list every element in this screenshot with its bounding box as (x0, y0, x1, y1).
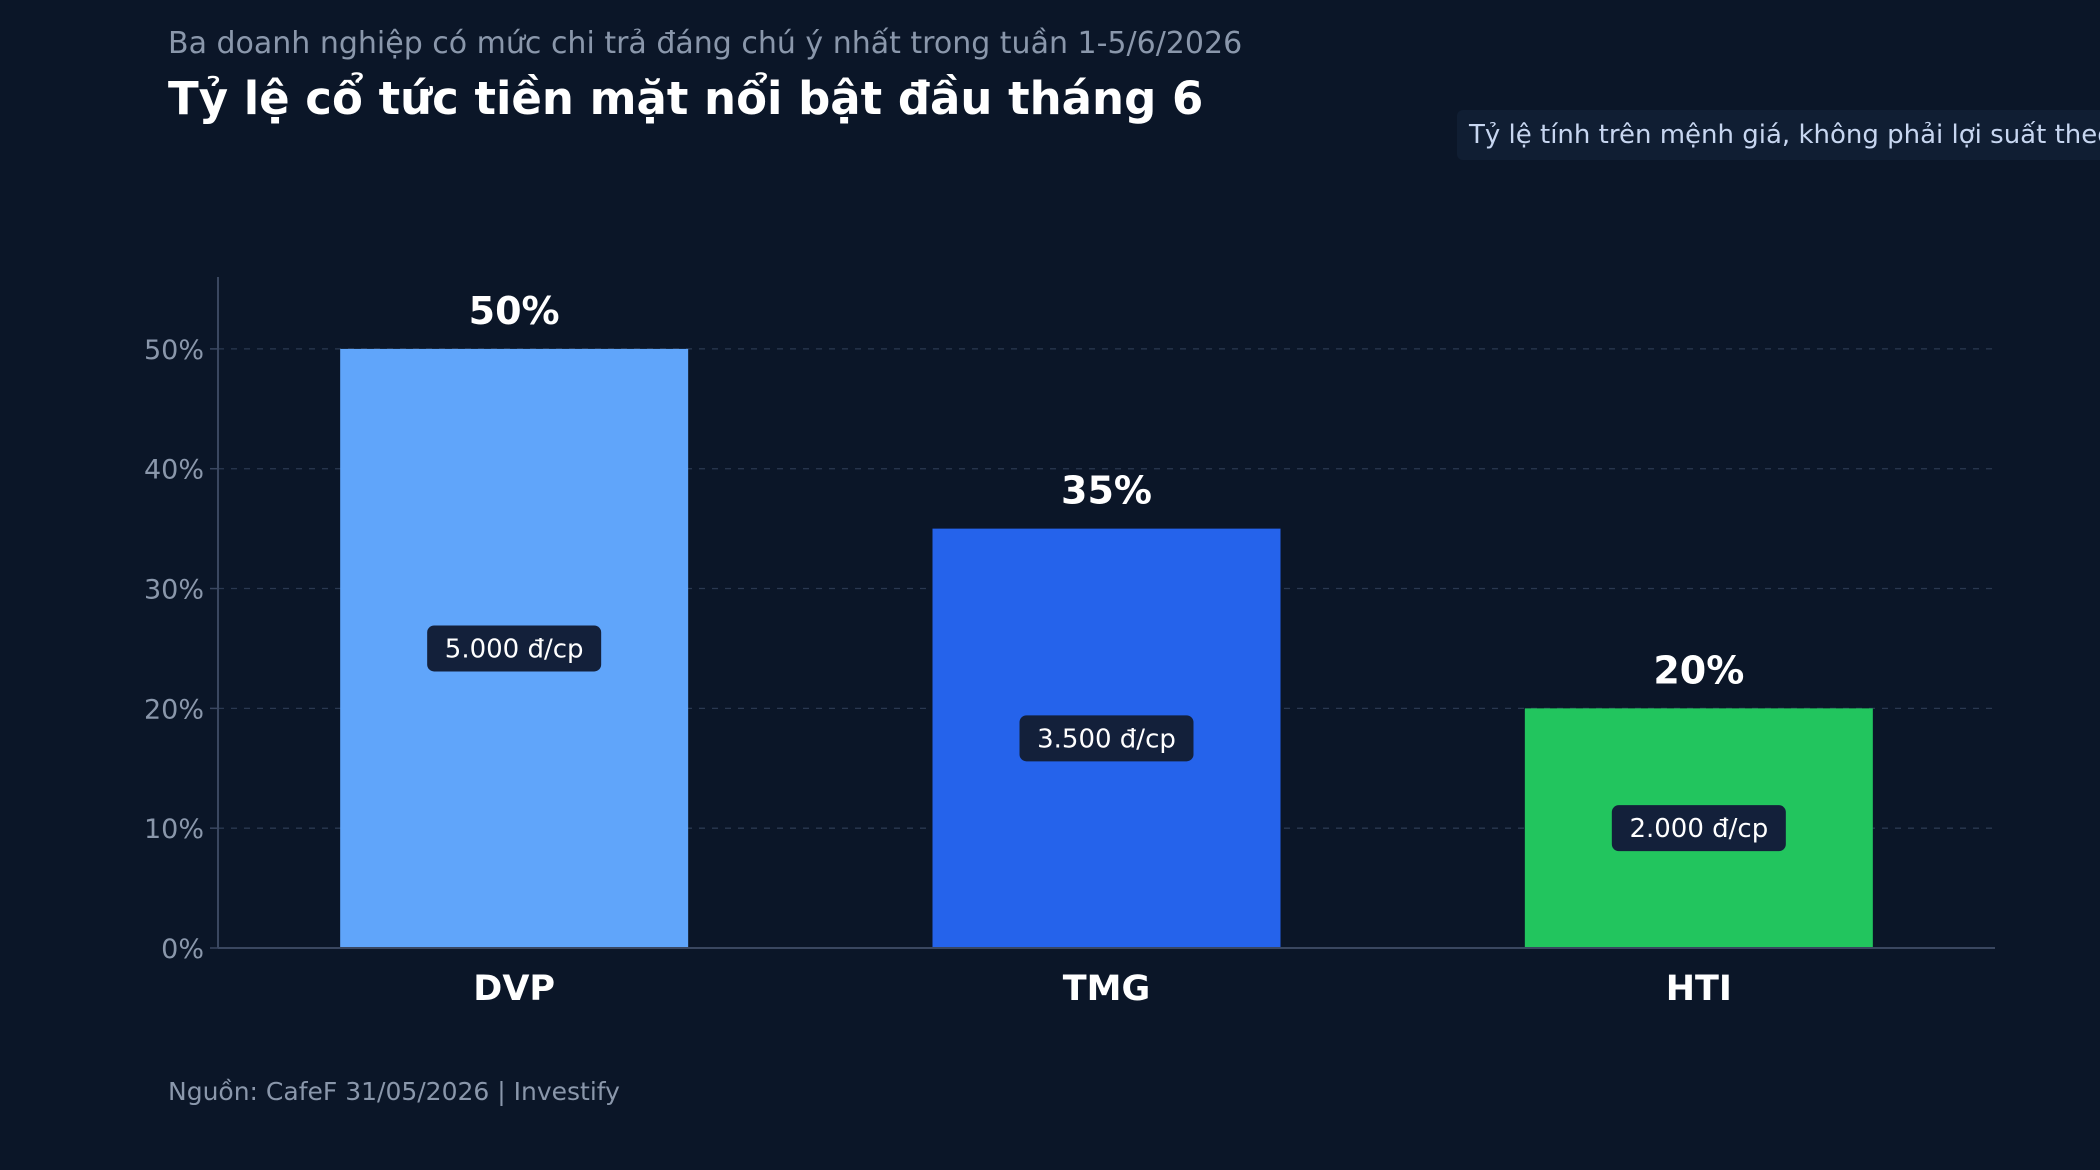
y-tick-label: 50% (144, 335, 204, 366)
chart-subtitle: Ba doanh nghiệp có mức chi trả đáng chú … (168, 26, 1243, 61)
amount-label: 3.500 đ/cp (1037, 724, 1176, 754)
value-label: 50% (469, 289, 560, 333)
methodology-note: Tỷ lệ tính trên mệnh giá, không phải lợi… (1457, 110, 2100, 160)
amount-badge (1611, 805, 1786, 852)
y-tick-label: 0% (161, 934, 204, 965)
y-tick-label: 30% (144, 575, 204, 606)
x-tick-label: HTI (1666, 969, 1732, 1009)
y-tick-label: 20% (144, 694, 204, 725)
y-tick-label: 40% (144, 455, 204, 486)
labels: 0% 10% 20% 30% 40% 50% 50% DVP 5.000 đ/cp 35% TMG 3… (144, 289, 1786, 1009)
amount-label: 5.000 đ/cp (445, 634, 584, 664)
value-label: 35% (1061, 469, 1152, 513)
source-note: Nguồn: CafeF 31/05/2026 | Investify (168, 1077, 620, 1106)
x-tick-label: DVP (473, 969, 555, 1009)
amount-badge (1019, 715, 1194, 762)
x-tick-label: TMG (1063, 969, 1150, 1009)
amount-label: 2.000 đ/cp (1629, 814, 1768, 844)
axes (210, 277, 1995, 949)
chart-title: Tỷ lệ cổ tức tiền mặt nổi bật đầu tháng … (168, 72, 1204, 125)
y-tick-label: 10% (144, 814, 204, 845)
amount-badge (427, 625, 602, 672)
value-label: 20% (1653, 648, 1744, 692)
